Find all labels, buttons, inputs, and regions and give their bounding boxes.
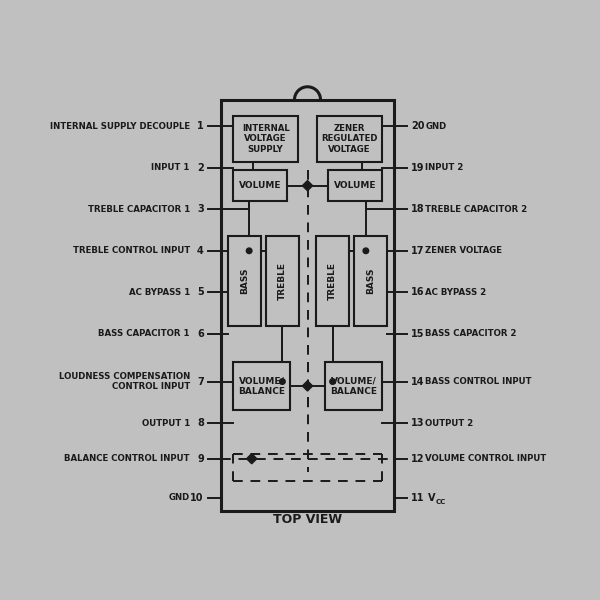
Text: 16: 16 [411,287,425,298]
Text: OUTPUT 1: OUTPUT 1 [142,419,190,428]
Text: 12: 12 [411,454,425,464]
Bar [328,170,382,202]
Text: GND: GND [425,122,446,131]
Bar [266,236,299,326]
Text: 19: 19 [411,163,425,173]
Text: 7: 7 [197,377,204,386]
Text: 10: 10 [190,493,204,503]
Text: TREBLE CONTROL INPUT: TREBLE CONTROL INPUT [73,246,190,255]
Text: VOLUME/
BALANCE: VOLUME/ BALANCE [330,376,377,395]
Text: ZENER
REGULATED
VOLTAGE: ZENER REGULATED VOLTAGE [321,124,377,154]
Circle shape [247,248,252,254]
Text: INTERNAL SUPPLY DECOUPLE: INTERNAL SUPPLY DECOUPLE [50,122,190,131]
Bar [233,362,290,410]
Bar [233,116,298,162]
Text: LOUDNESS COMPENSATION
CONTROL INPUT: LOUDNESS COMPENSATION CONTROL INPUT [59,372,190,391]
Text: V: V [427,493,435,503]
Text: 11: 11 [411,493,425,503]
Text: 3: 3 [197,204,204,214]
Text: 8: 8 [197,418,204,428]
Bar [317,116,382,162]
Text: TREBLE CAPACITOR 1: TREBLE CAPACITOR 1 [88,205,190,214]
Text: BASS: BASS [240,268,249,295]
Text: TREBLE: TREBLE [278,262,287,300]
Text: CC: CC [436,499,446,505]
Text: 4: 4 [197,246,204,256]
Text: BASS CONTROL INPUT: BASS CONTROL INPUT [425,377,532,386]
Text: TOP VIEW: TOP VIEW [273,512,342,526]
Text: VOLUME CONTROL INPUT: VOLUME CONTROL INPUT [425,454,547,463]
Text: 13: 13 [411,418,425,428]
Text: 17: 17 [411,246,425,256]
Bar [354,236,388,326]
Text: AC BYPASS 1: AC BYPASS 1 [128,288,190,297]
Text: 9: 9 [197,454,204,464]
Text: BASS: BASS [366,268,375,295]
Text: ZENER VOLTAGE: ZENER VOLTAGE [425,246,502,255]
Circle shape [363,248,368,254]
Bar [227,236,261,326]
Text: 6: 6 [197,329,204,339]
Text: TREBLE CAPACITOR 2: TREBLE CAPACITOR 2 [425,205,527,214]
Text: INPUT 1: INPUT 1 [151,163,190,172]
Text: INTERNAL
VOLTAGE
SUPPLY: INTERNAL VOLTAGE SUPPLY [242,124,290,154]
Text: BALANCE CONTROL INPUT: BALANCE CONTROL INPUT [64,454,190,463]
Text: GND: GND [169,493,190,502]
Text: 18: 18 [411,204,425,214]
Text: VOLUME/
BALANCE: VOLUME/ BALANCE [238,376,285,395]
Text: OUTPUT 2: OUTPUT 2 [425,419,473,428]
Bar [325,362,382,410]
Text: VOLUME: VOLUME [239,181,281,190]
Text: 15: 15 [411,329,425,339]
Polygon shape [302,381,313,391]
Text: INPUT 2: INPUT 2 [425,163,464,172]
Bar [221,100,394,511]
Bar [233,170,287,202]
Text: 1: 1 [197,121,204,131]
Text: 2: 2 [197,163,204,173]
Circle shape [330,379,335,385]
Circle shape [280,379,285,385]
Text: 20: 20 [411,121,425,131]
Text: AC BYPASS 2: AC BYPASS 2 [425,288,487,297]
Text: 14: 14 [411,377,425,386]
Text: 5: 5 [197,287,204,298]
Text: TREBLE: TREBLE [328,262,337,300]
Polygon shape [247,454,257,464]
Text: BASS CAPACITOR 2: BASS CAPACITOR 2 [425,329,517,338]
Text: VOLUME: VOLUME [334,181,376,190]
Polygon shape [302,181,313,191]
Text: BASS CAPACITOR 1: BASS CAPACITOR 1 [98,329,190,338]
Bar [316,236,349,326]
